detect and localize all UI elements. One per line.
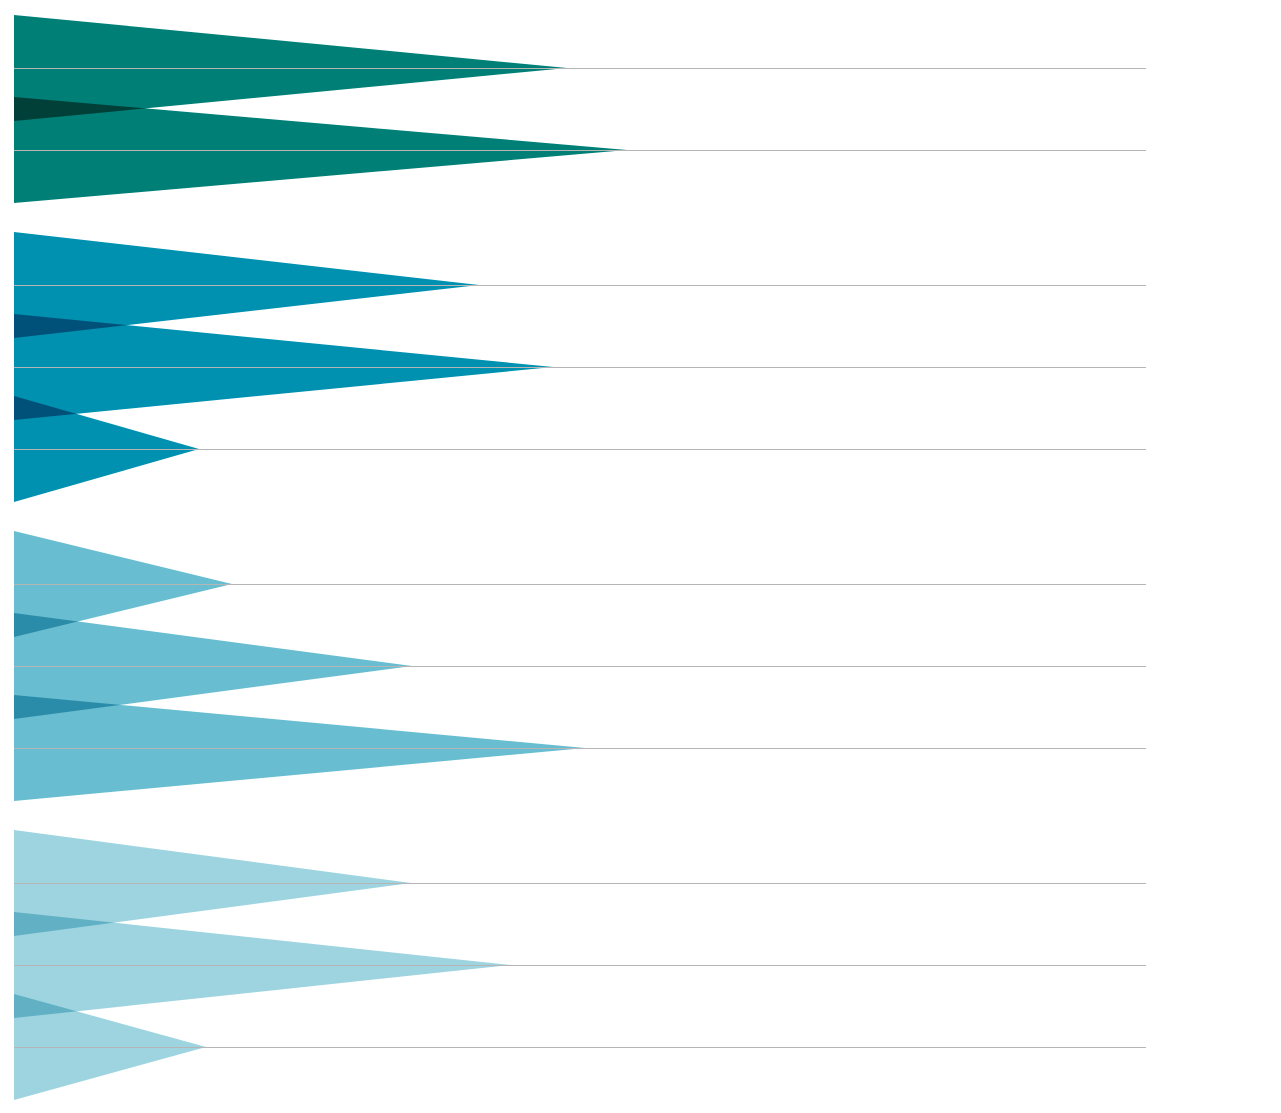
- marks: [14, 15, 627, 1100]
